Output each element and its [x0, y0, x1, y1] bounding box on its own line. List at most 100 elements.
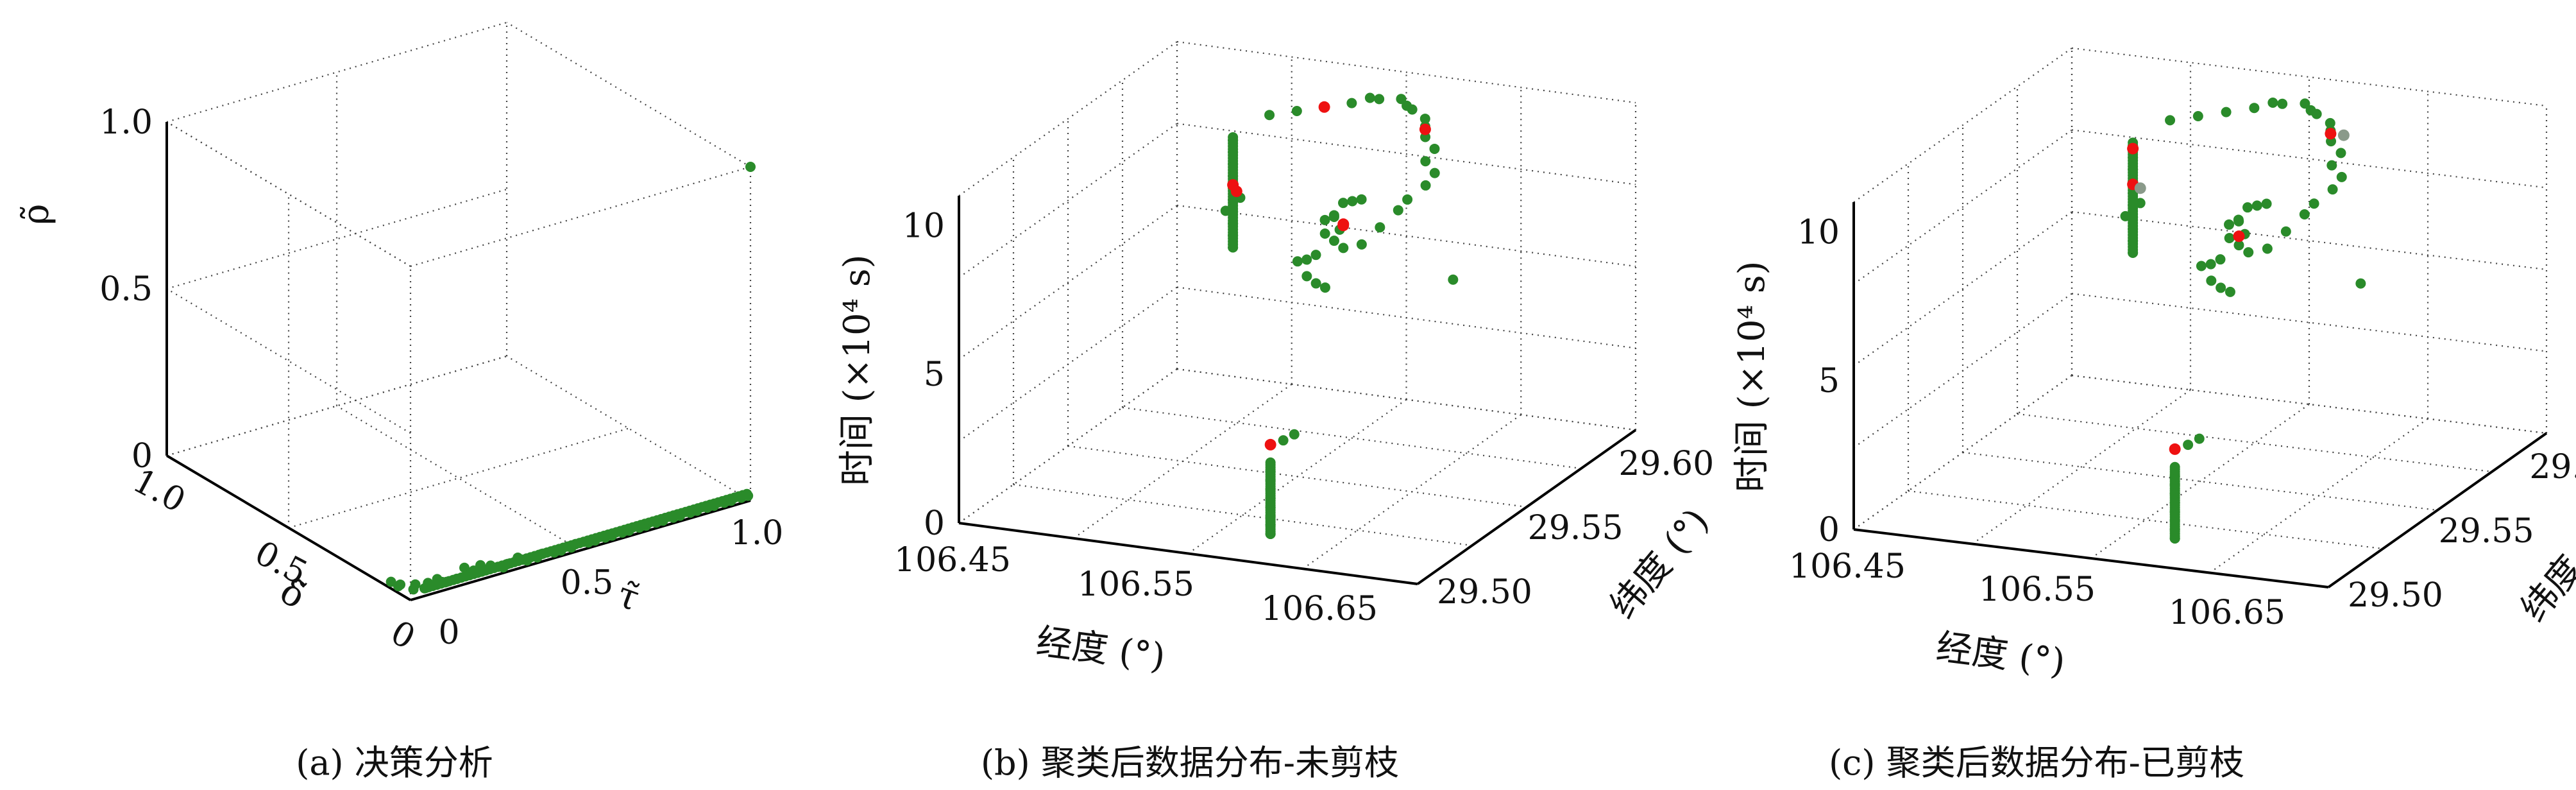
- p1-lon-tick-label: 106.65: [1261, 590, 1378, 628]
- p2-clusters-point: [2221, 107, 2232, 117]
- p1-grid-line: [958, 368, 1178, 524]
- p2-grid-line: [2071, 129, 2547, 189]
- p1-time-tick-label: 5: [924, 356, 945, 394]
- panel-b-clusters-unpruned: 106.45 106.55 106.65 29.50 29.55 29.60 0 5 10 经度 …: [836, 40, 1717, 678]
- p2-clusters-point: [2216, 282, 2226, 293]
- p1-clusters-point: [1319, 228, 1330, 239]
- a-tau-tick-label: 0.5: [561, 564, 614, 603]
- p1-clusters-point: [1228, 132, 1239, 142]
- caption-c: (c) 聚类后数据分布-已剪枝: [1829, 743, 2244, 783]
- p1-lon-axis-label: 经度 (°): [1034, 621, 1167, 678]
- a-grid-line: [166, 288, 411, 434]
- a-data-point: [745, 162, 756, 172]
- p1-clusters-point: [1364, 92, 1375, 103]
- p2-clusters-point: [2243, 247, 2254, 258]
- p2-clusters-point: [2325, 117, 2335, 128]
- p1-clusters-point: [1402, 194, 1413, 205]
- p2-clusters-point: [2233, 216, 2244, 227]
- p1-centers-point: [1318, 101, 1330, 113]
- p1-clusters-point: [1375, 222, 1385, 233]
- p1-grid-line: [1067, 445, 1527, 508]
- p2-clusters-point: [2261, 198, 2272, 209]
- p1-clusters-point: [1291, 106, 1302, 116]
- panel-c-clusters-pruned: 106.45 106.55 106.65 29.50 29.55 29.60 0 5 10 经度 …: [1731, 47, 2576, 683]
- p2-clusters-point: [2299, 209, 2310, 219]
- p2-clusters-point: [2311, 108, 2322, 119]
- a-grid-line: [506, 22, 751, 167]
- a-rho-tick-label: 1.0: [99, 103, 153, 142]
- a-grid-line: [166, 21, 507, 123]
- a-grid-line: [166, 188, 507, 290]
- p1-clusters-point: [1310, 250, 1321, 261]
- p1-clusters-point: [1301, 254, 1312, 265]
- p2-clusters-point: [2194, 433, 2205, 444]
- a-delta-axis: [165, 454, 412, 601]
- p2-lat-axis: [2327, 432, 2548, 588]
- p1-grid-line: [1176, 286, 1636, 349]
- p1-centers-point: [1419, 123, 1431, 135]
- p1-grid-line: [1176, 368, 1636, 431]
- p1-lon-axis: [958, 522, 1418, 585]
- p1-lon-tick-label: 106.45: [894, 541, 1011, 580]
- p2-clusters-point: [2355, 278, 2366, 289]
- p1-clusters-point: [1338, 243, 1349, 253]
- p1-clusters-point: [1420, 156, 1431, 167]
- p2-centers-point: [2325, 128, 2337, 140]
- p1-grid-line: [958, 286, 1178, 442]
- p1-clusters-point: [1429, 143, 1440, 154]
- p1-centers-point: [1230, 185, 1242, 198]
- p2-lon-axis-label: 经度 (°): [1934, 626, 2067, 683]
- p1-lat-tick-label: 29.60: [1618, 445, 1714, 483]
- p2-clusters-point: [2309, 198, 2319, 209]
- p1-clusters-point: [1319, 214, 1330, 225]
- p2-clusters-point: [2205, 259, 2216, 270]
- p2-grid-line: [1962, 451, 2438, 511]
- p2-clusters-point: [2335, 148, 2346, 159]
- p2-grid-line: [1853, 375, 2072, 530]
- p2-time-tick-label: 5: [1818, 362, 1840, 400]
- p2-grid-line: [2090, 404, 2310, 559]
- p1-clusters-point: [1289, 429, 1300, 440]
- p2-clusters-point: [2249, 103, 2260, 114]
- p2-clusters-point: [2336, 171, 2347, 182]
- p2-grid-line: [2071, 293, 2547, 352]
- p1-clusters-point: [1301, 271, 1312, 282]
- p2-lat-tick-label: 29.50: [2348, 576, 2443, 615]
- p2-clusters-point: [2165, 115, 2176, 126]
- p2-clusters-point: [2280, 226, 2291, 237]
- caption-b: (b) 聚类后数据分布-未剪枝: [981, 743, 1399, 783]
- a-data-point: [741, 488, 752, 499]
- a-tau-axis-label: τ̃: [612, 574, 645, 620]
- p1-clusters-point: [1310, 278, 1321, 289]
- p1-time-tick-label: 0: [924, 504, 945, 543]
- p2-grid-line: [1972, 389, 2191, 545]
- p2-clusters-point: [2267, 98, 2278, 108]
- p1-clusters-point: [1448, 274, 1459, 285]
- a-grid-line: [336, 405, 581, 551]
- p2-clusters-point: [2262, 243, 2273, 254]
- p1-lat-axis: [1416, 429, 1637, 585]
- p2-time-tick-label: 0: [1818, 511, 1840, 549]
- p2-clusters-point: [2251, 200, 2262, 211]
- a-grid-line: [410, 166, 751, 268]
- p2-lon-tick-label: 106.45: [1789, 547, 1906, 586]
- p1-clusters-point: [1374, 94, 1385, 105]
- p1-clusters-point: [1319, 282, 1330, 293]
- p2-clusters-point: [2224, 233, 2235, 243]
- a-grid-line: [288, 427, 629, 529]
- p2-clusters-point: [2206, 275, 2217, 286]
- p2-lat-tick-label: 29.60: [2529, 448, 2576, 486]
- p2-centers-point: [2127, 142, 2139, 155]
- a-data-point: [459, 562, 470, 573]
- p1-clusters-point: [1356, 194, 1367, 205]
- p1-centers-point: [1264, 438, 1276, 451]
- a-grid-line: [506, 356, 751, 501]
- p2-grid-line: [2017, 413, 2493, 473]
- a-rho-tick-label: 0.5: [99, 270, 153, 309]
- p2-grid-line: [2071, 210, 2547, 271]
- p1-grid-line: [958, 41, 1178, 196]
- p2-grid-line: [1853, 211, 2072, 366]
- p1-grid-line: [958, 123, 1178, 279]
